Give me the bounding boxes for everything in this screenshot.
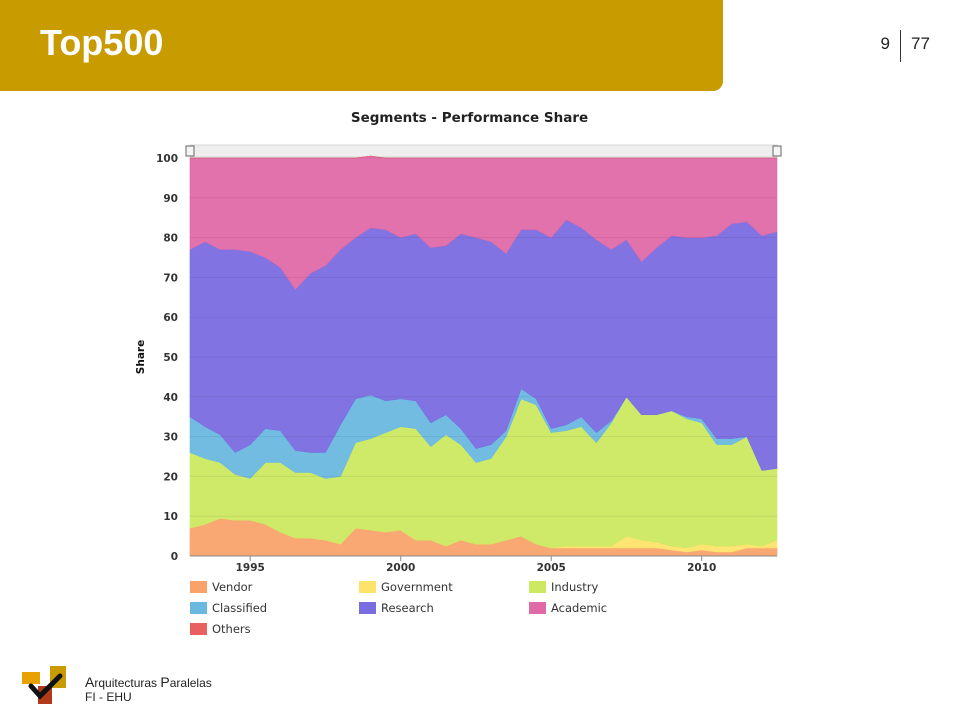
footer-course-name: Arquitecturas Paralelas xyxy=(85,674,212,690)
area-series-others xyxy=(190,155,777,159)
y-tick-label: 100 xyxy=(156,153,178,165)
slide-number-divider xyxy=(900,30,901,62)
y-tick-label: 80 xyxy=(163,233,178,245)
legend-swatch-government xyxy=(359,581,376,593)
y-tick-label: 0 xyxy=(171,551,178,563)
y-tick-label: 90 xyxy=(163,193,178,205)
range-handle-right xyxy=(772,145,782,157)
legend-label-academic: Academic xyxy=(551,601,607,615)
y-tick-label: 20 xyxy=(163,471,178,483)
y-tick-label: 30 xyxy=(163,432,178,444)
x-tick-label: 2005 xyxy=(537,562,566,574)
slide-total: 77 xyxy=(911,34,930,53)
y-axis-label: Share xyxy=(135,340,147,374)
legend-swatch-research xyxy=(359,602,376,614)
footer-institution: FI - EHU xyxy=(85,690,132,704)
slide-title: Top500 xyxy=(40,22,164,63)
y-tick-label: 10 xyxy=(163,511,178,523)
legend-swatch-vendor xyxy=(190,581,207,593)
legend-swatch-academic xyxy=(529,602,546,614)
legend-label-classified: Classified xyxy=(212,601,267,615)
legend-label-research: Research xyxy=(381,601,434,615)
chart-title: Segments - Performance Share xyxy=(351,110,588,126)
x-tick-label: 2010 xyxy=(687,562,716,574)
legend-label-others: Others xyxy=(212,622,251,636)
y-tick-label: 40 xyxy=(163,392,178,404)
performance-share-chart: Segments - Performance Share 0 10 20 30 40 50 6… xyxy=(135,110,782,636)
slide-number: 9 xyxy=(880,34,890,53)
legend-swatch-others xyxy=(190,623,207,635)
x-tick-label: 1995 xyxy=(236,562,265,574)
legend-label-industry: Industry xyxy=(551,580,598,594)
legend-swatch-industry xyxy=(529,581,546,593)
range-scroller xyxy=(189,144,778,158)
y-tick-label: 60 xyxy=(163,312,178,324)
legend-label-vendor: Vendor xyxy=(212,580,253,594)
title-banner: Top500 xyxy=(0,0,723,91)
y-tick-label: 70 xyxy=(163,272,178,284)
logo-icon xyxy=(22,666,66,704)
y-tick-label: 50 xyxy=(163,352,178,364)
range-handle-left xyxy=(185,145,195,157)
legend-swatch-classified xyxy=(190,602,207,614)
legend-label-government: Government xyxy=(381,580,453,594)
x-tick-label: 2000 xyxy=(386,562,415,574)
